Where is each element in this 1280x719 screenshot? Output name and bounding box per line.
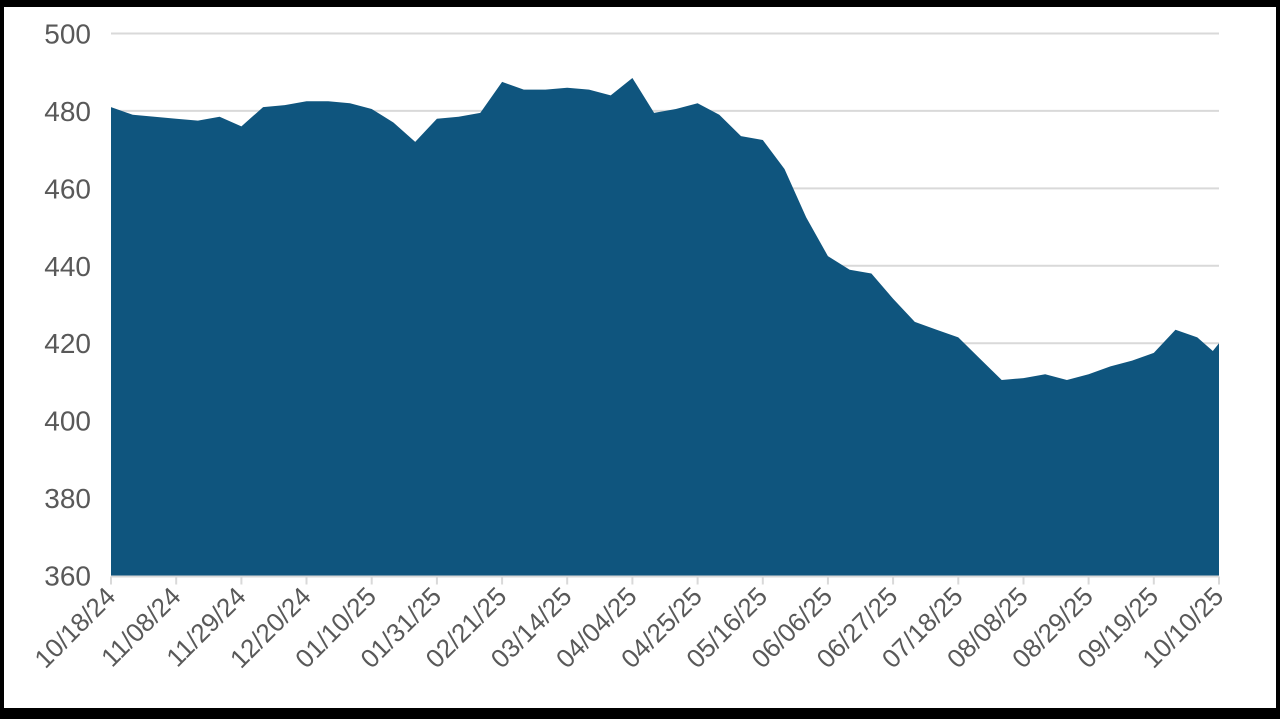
y-axis-labels: 360 380 400 420 440 460 480 500 bbox=[44, 19, 91, 592]
y-axis-label-440: 440 bbox=[44, 251, 91, 282]
y-axis-label-380: 380 bbox=[44, 483, 91, 514]
x-axis bbox=[110, 575, 1220, 585]
y-axis-label-500: 500 bbox=[44, 19, 91, 50]
y-axis-label-420: 420 bbox=[44, 328, 91, 359]
x-axis-labels: 10/18/2411/08/2411/29/2412/20/2401/10/25… bbox=[28, 581, 1229, 674]
y-axis-label-480: 480 bbox=[44, 96, 91, 127]
y-axis-label-400: 400 bbox=[44, 406, 91, 437]
y-axis-label-360: 360 bbox=[44, 561, 91, 592]
area-series bbox=[111, 78, 1219, 576]
y-axis-label-460: 460 bbox=[44, 173, 91, 204]
